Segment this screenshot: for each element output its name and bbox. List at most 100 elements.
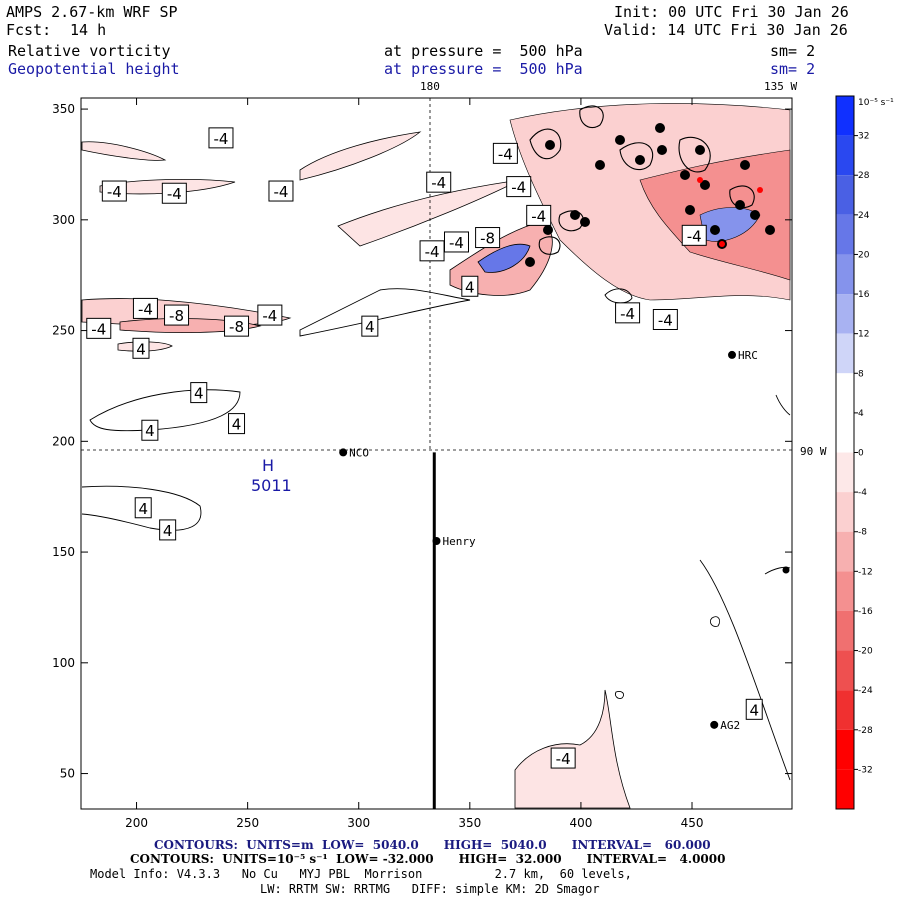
contour-label: -4 [620,305,635,323]
contour-label-box [161,182,187,204]
contour-label: -4 [687,227,702,245]
vorticity-hotspot [570,210,580,220]
contour-label: -8 [480,230,495,248]
vorticity-hotspot [757,187,763,193]
field1-smoothing: sm= 2 [770,42,816,60]
vorticity-hotspot [615,135,625,145]
colorbar-swatch [836,571,854,611]
footer-model-info: Model Info: V4.3.3 No Cu MYJ PBL Morriso… [90,867,632,881]
contour-label: -4 [511,179,526,197]
vorticity-hotspot [635,155,645,165]
contour-label: -4 [107,183,122,201]
y-tick-label: 300 [52,213,75,227]
station-marker [710,720,719,729]
stations: NCO Henry HRC AG2 [339,349,790,732]
colorbar-swatch [836,690,854,730]
vorticity-hotspot [595,160,605,170]
contour-label: 4 [465,278,475,296]
station-label: Henry [443,535,476,548]
vorticity-hotspot [680,170,690,180]
colorbar-tick-label: 32 [858,132,869,142]
contour-label: 4 [194,385,204,403]
contour-label: -4 [431,174,446,192]
vorticity-hotspots [525,123,775,267]
vorticity-hotspot [685,205,695,215]
contour-label-box [208,127,234,149]
valid-time: Valid: 14 UTC Fri 30 Jan 26 [604,21,848,39]
contour-label: -4 [498,145,513,163]
colorbar-swatch [836,175,854,215]
x-tick-label: 200 [125,816,148,830]
colorbar-swatch [836,729,854,770]
contour-label: 4 [145,422,155,440]
y-tick-label: 200 [52,434,75,448]
contour-label-box [506,176,532,198]
colorbar-tick-label: 4 [858,409,864,419]
contour-label: 4 [138,500,148,518]
vort-contour [81,485,202,531]
colorbar-swatch [836,96,854,136]
contour-label-box [159,519,177,541]
contour-label: -4 [425,243,440,261]
vorticity-hotspot [695,145,705,155]
contour-label-box [550,747,576,769]
x-tick-label: 250 [236,816,259,830]
contour-label-box [257,304,283,326]
contour-label-box [745,698,763,720]
y-tick-label: 250 [52,324,75,338]
vort-fill-band [81,141,167,161]
colorbar-swatch [836,650,854,691]
vorticity-hotspot [750,210,760,220]
vort-contour [89,389,241,432]
init-time: Init: 00 UTC Fri 30 Jan 26 [614,3,849,21]
vorticity-hotspot [710,225,720,235]
axes: 200 250 300 350 400 450 50 100 150 200 250 300 350 [52,98,792,830]
contour-label: 4 [365,318,375,336]
vorticity-hotspot [655,123,665,133]
contour-label-box [164,304,190,326]
vorticity-hotspot [735,200,745,210]
contour-label: -4 [91,320,106,338]
contour-label-box [141,419,159,441]
colorbar-tick-label: -32 [858,765,873,775]
colorbar-swatch [836,333,854,374]
contour-label-box [443,231,469,253]
contour-label: -4 [167,185,182,203]
contour-label: -4 [658,311,673,329]
vorticity-hotspot [700,180,710,190]
contour-label-box [86,317,112,339]
contour-label: -4 [213,130,228,148]
x-tick-label: 300 [347,816,370,830]
colorbar-tick-label: 8 [858,369,864,379]
vort-contour [775,394,791,416]
colorbar-tick-label: 12 [858,330,869,340]
x-tick-label: 450 [681,816,704,830]
field2-smoothing: sm= 2 [770,60,816,78]
colorbar-swatch [836,452,854,493]
colorbar-swatch [836,531,854,572]
colorbar-swatch [836,610,854,651]
vort-fill-band [299,131,422,181]
colorbar-swatch [836,769,854,809]
colorbar-tick-label: -8 [858,528,867,538]
field1-level: at pressure = 500 hPa [384,42,583,60]
label-135w: 135 W [764,80,798,93]
forecast-value: 14 h [70,21,107,39]
high-pressure-letter: H [262,456,275,475]
colorbar-swatch [836,214,854,255]
vorticity-hotspot [525,257,535,267]
contour-label: -4 [556,750,571,768]
contour-label-box [190,382,208,404]
footer-physics: LW: RRTM SW: RRTMG DIFF: simple KM: 2D S… [260,882,600,896]
vorticity-hotspot [580,217,590,227]
vorticity-hotspot [740,160,750,170]
vort-contour [299,288,471,337]
contour-label-box [228,413,246,435]
vort-fill-band [477,243,531,273]
contour-label-box [652,308,678,330]
colorbar-tick-label: 20 [858,250,870,260]
y-tick-label: 100 [52,656,75,670]
y-tick-label: 150 [52,545,75,559]
